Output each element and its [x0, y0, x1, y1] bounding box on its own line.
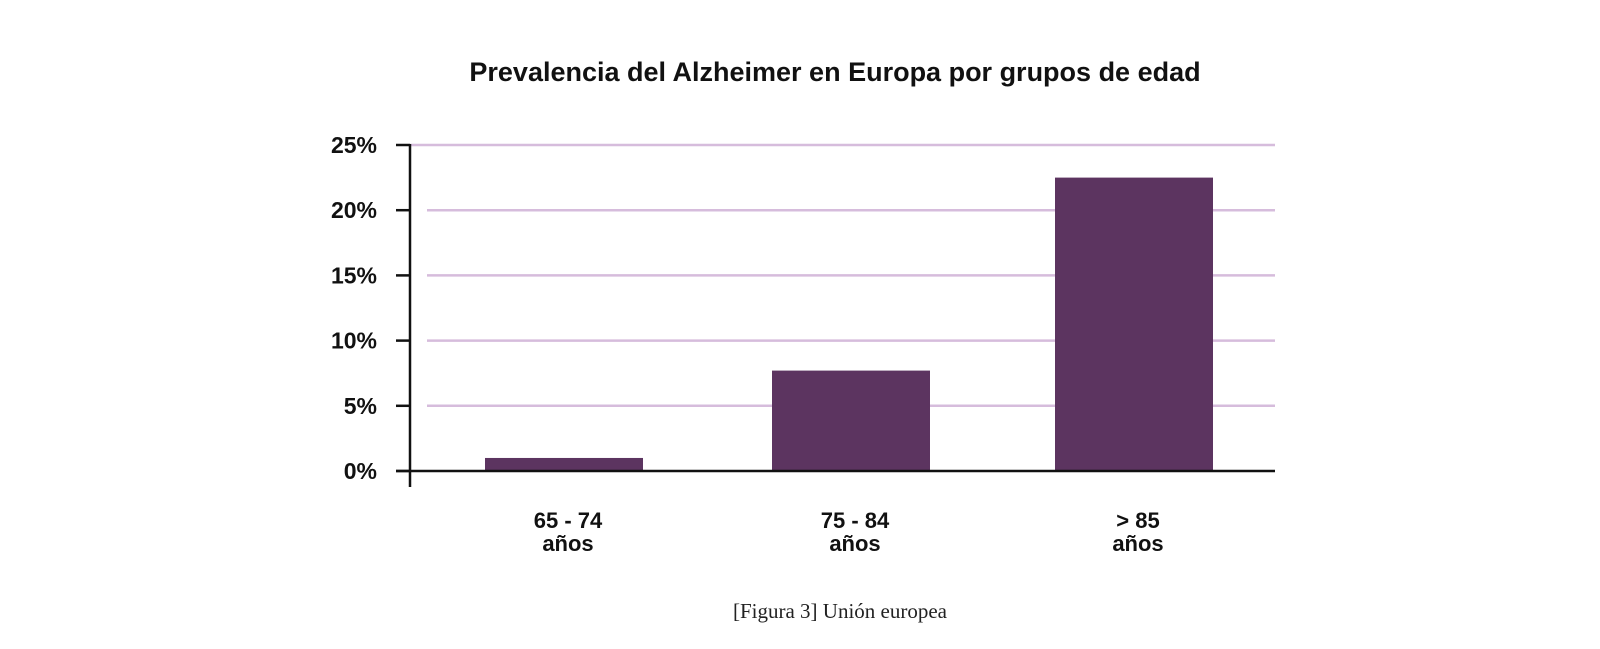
- bars: [485, 177, 1213, 471]
- y-tick-label: 0%: [344, 458, 377, 484]
- chart-title: Prevalencia del Alzheimer en Europa por …: [469, 57, 1200, 87]
- axes: [396, 143, 1275, 487]
- bar: [485, 457, 643, 471]
- bar: [1055, 177, 1213, 471]
- x-tick-label-unit: años: [1112, 531, 1163, 556]
- y-tick-labels: 0% 5% 10% 15% 20% 25%: [331, 132, 377, 484]
- y-tick-label: 10%: [331, 328, 377, 354]
- x-tick-label: > 85: [1116, 508, 1159, 533]
- x-tick-label: 75 - 84: [821, 508, 890, 533]
- x-tick-label: 65 - 74: [534, 508, 603, 533]
- x-tick-label-unit: años: [542, 531, 593, 556]
- bar: [772, 370, 930, 471]
- figure-caption: [Figura 3] Unión europea: [733, 599, 948, 623]
- y-tick-label: 20%: [331, 197, 377, 223]
- y-tick-label: 5%: [344, 393, 377, 419]
- y-tick-label: 15%: [331, 262, 377, 288]
- x-tick-label-unit: años: [829, 531, 880, 556]
- y-tick-label: 25%: [331, 132, 377, 158]
